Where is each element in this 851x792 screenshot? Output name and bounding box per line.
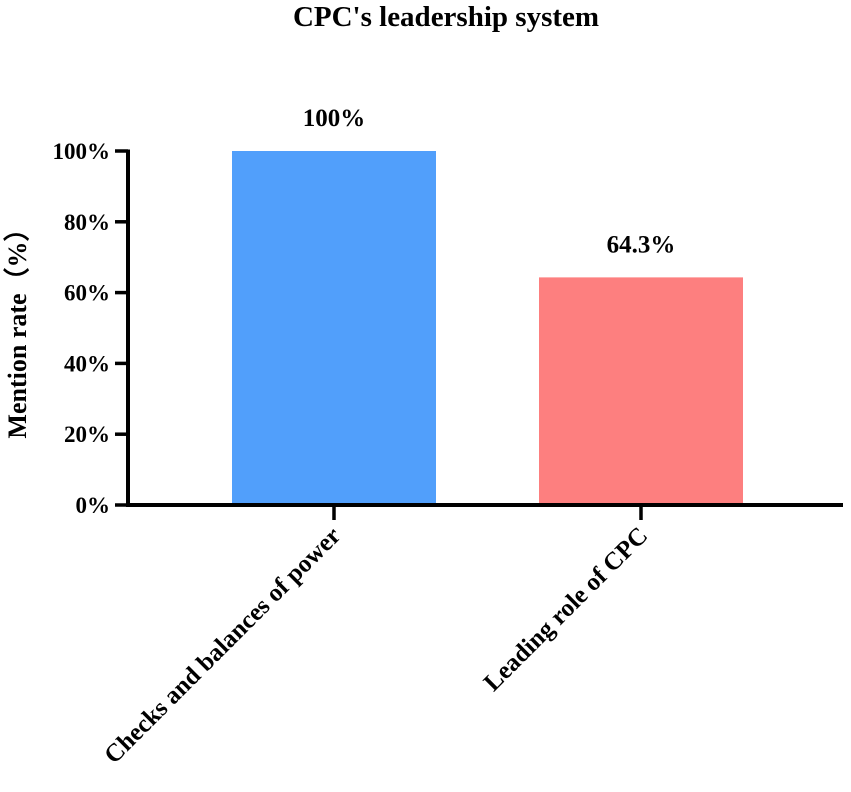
y-axis-label: Mention rate（%） <box>3 215 32 438</box>
chart-title: CPC's leadership system <box>293 1 599 33</box>
data-label-2: 64.3% <box>607 231 676 258</box>
y-tick-label-1: 20% <box>64 422 110 447</box>
bars-layer <box>232 151 743 505</box>
category-label-2: Leading role of CPC <box>479 522 653 696</box>
bar-1 <box>232 151 436 505</box>
y-tick-label-5: 100% <box>53 139 111 164</box>
y-tick-label-4: 80% <box>64 210 110 235</box>
y-tick-label-2: 40% <box>64 351 110 376</box>
category-label-1: Checks and balances of power <box>99 522 346 769</box>
y-tick-label-3: 60% <box>64 281 110 306</box>
data-label-1: 100% <box>303 105 366 132</box>
bar-2 <box>539 277 743 505</box>
axes-layer <box>115 149 843 520</box>
y-tick-label-0: 0% <box>76 493 111 518</box>
